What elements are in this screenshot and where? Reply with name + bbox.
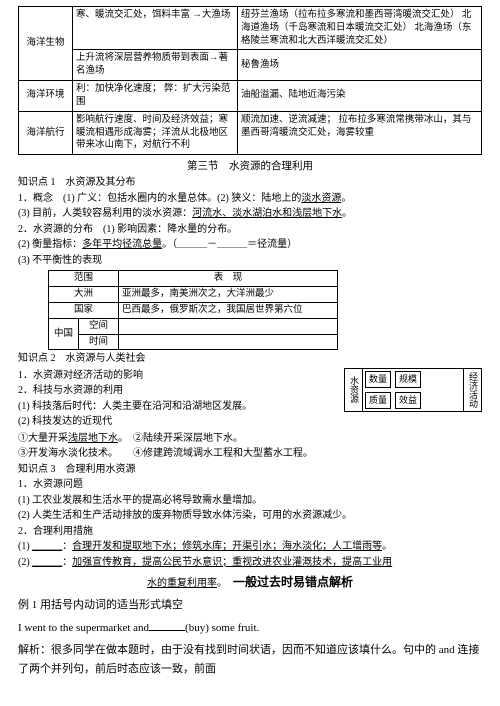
kp2-title: 知识点 2 水资源与人类社会 xyxy=(18,352,482,367)
kp2-line: ③开发海水淡化技术。 ④修建跨流域调水工程和大型蓄水工程。 xyxy=(18,447,482,462)
cell: 大洲 xyxy=(49,287,119,303)
kp3-line: (1) ＿＿＿：合理开发和提取地下水；修筑水库；开渠引水；海水淡化；人工增雨等。 xyxy=(18,540,482,555)
kp1-line: (2) 衡量指标：多年平均径流总量。（＿＿＿－＿＿＿＝径流量） xyxy=(18,238,482,253)
cell: 时间 xyxy=(79,334,119,350)
cell: 上升流将深层营养物质带到表面→著名渔场 xyxy=(73,50,238,81)
resource-diagram: 水资源 数量 规模 质量 效益 经济活动 xyxy=(344,368,482,412)
row-label: 海洋航行 xyxy=(19,111,73,154)
kp1-line: (3) 不平衡性的表现 xyxy=(18,254,482,269)
kp3-line: (2) 人类生活和生产活动排放的废弃物质导致水体污染，可用的水资源减少。 xyxy=(18,509,482,524)
cell: 空间 xyxy=(79,318,119,334)
cell: 巴西最多，俄罗斯次之，我国居世界第六位 xyxy=(119,302,338,318)
error-title: 一般过去时易错点解析 xyxy=(233,574,353,591)
kp3-line: (2) ＿＿＿：加强宣传教育，提高公民节水意识；重视改进农业灌溉技术，提高工业用 xyxy=(18,556,482,571)
row-label: 海洋生物 xyxy=(19,7,73,81)
section-title: 第三节 水资源的合理利用 xyxy=(18,159,482,174)
blank xyxy=(149,621,185,631)
kp2-line: 2．科技与水资源的利用 xyxy=(18,384,338,399)
diagram-right: 经济活动 xyxy=(466,372,479,408)
kp3-line: 2．合理利用措施 xyxy=(18,525,482,540)
distribution-table: 范围 表 现 大洲 亚洲最多，南美洲次之，大洋洲最少 国家 巴西最多，俄罗斯次之… xyxy=(48,270,338,350)
cell: 顺流加速、逆流减速； 拉布拉多寒流常携带冰山，其与墨西哥湾暖流交汇处，海雾较重 xyxy=(238,111,482,154)
kp1-title: 知识点 1 水资源及其分布 xyxy=(18,176,482,191)
kp2-line: 1．水资源对经济活动的影响 xyxy=(18,369,338,384)
kp3-line: 水的重复利用率。 xyxy=(147,577,227,592)
kp1-line: 2．水资源的分布 (1) 影响因素：降水量的分布。 xyxy=(18,223,482,238)
cell xyxy=(119,334,338,350)
diagram-cell: 质量 xyxy=(365,392,391,409)
cell: 影响航行速度、时间及经济效益；寒暖流相遇形成海雾；洋流从北极地区带来冰山南下，对… xyxy=(73,111,238,154)
example-label: 例 1 xyxy=(18,599,37,611)
cell: 寒、暖流交汇处，饵料丰富 →大渔场 xyxy=(73,7,238,50)
cell: 中国 xyxy=(49,318,79,350)
example-1: 例 1 用括号内动词的适当形式填空 xyxy=(18,596,482,615)
kp2-line: ①大量开采浅层地下水。 ②陆续开采深层地下水。 xyxy=(18,432,482,447)
example-q: 用括号内动词的适当形式填空 xyxy=(40,599,183,611)
cell: 利：加快净化速度； 弊：扩大污染范围 xyxy=(73,81,238,112)
cell: 国家 xyxy=(49,302,119,318)
cell: 亚洲最多，南美洲次之，大洋洲最少 xyxy=(119,287,338,303)
cell xyxy=(119,318,338,334)
ocean-table: 海洋生物 寒、暖流交汇处，饵料丰富 →大渔场 纽芬兰渔场（拉布拉多寒流和墨西哥湾… xyxy=(18,6,482,155)
cell: 纽芬兰渔场（拉布拉多寒流和墨西哥湾暖流交汇处） 北海道渔场（千岛寒流和日本暖流交… xyxy=(238,7,482,50)
diagram-cell: 数量 xyxy=(365,371,391,388)
kp2-line: (2) 科技发达的近现代 xyxy=(18,415,338,430)
cell: 秘鲁渔场 xyxy=(238,50,482,81)
kp1-line: 1．概念 (1) 广义：包括水圈内的水量总体。(2) 狭义：陆地上的淡水资源。 xyxy=(18,192,482,207)
diagram-left: 水资源 xyxy=(347,376,360,403)
diagram-cell: 规模 xyxy=(395,371,421,388)
kp3-line: (1) 工农业发展和生活水平的提高必将导致需水量增加。 xyxy=(18,494,482,509)
cell: 油船溢漏、陆地近海污染 xyxy=(238,81,482,112)
example-answer: 解析：很多同学在做本题时，由于没有找到时间状语，因而不知道应该填什么。句中的 a… xyxy=(18,641,482,678)
kp3-line: 1．水资源问题 xyxy=(18,478,482,493)
th: 范围 xyxy=(49,271,119,287)
row-label: 海洋环境 xyxy=(19,81,73,112)
example-sentence: I went to the supermarket and(buy) some … xyxy=(18,619,482,638)
diagram-cell: 效益 xyxy=(395,392,421,409)
kp2-line: (1) 科技落后时代：人类主要在沿河和沿湖地区发展。 xyxy=(18,400,338,415)
th: 表 现 xyxy=(119,271,338,287)
kp1-line: (3) 目前，人类较容易利用的淡水资源：河流水、淡水湖泊水和浅层地下水。 xyxy=(18,207,482,222)
kp3-title: 知识点 3 合理利用水资源 xyxy=(18,463,482,478)
